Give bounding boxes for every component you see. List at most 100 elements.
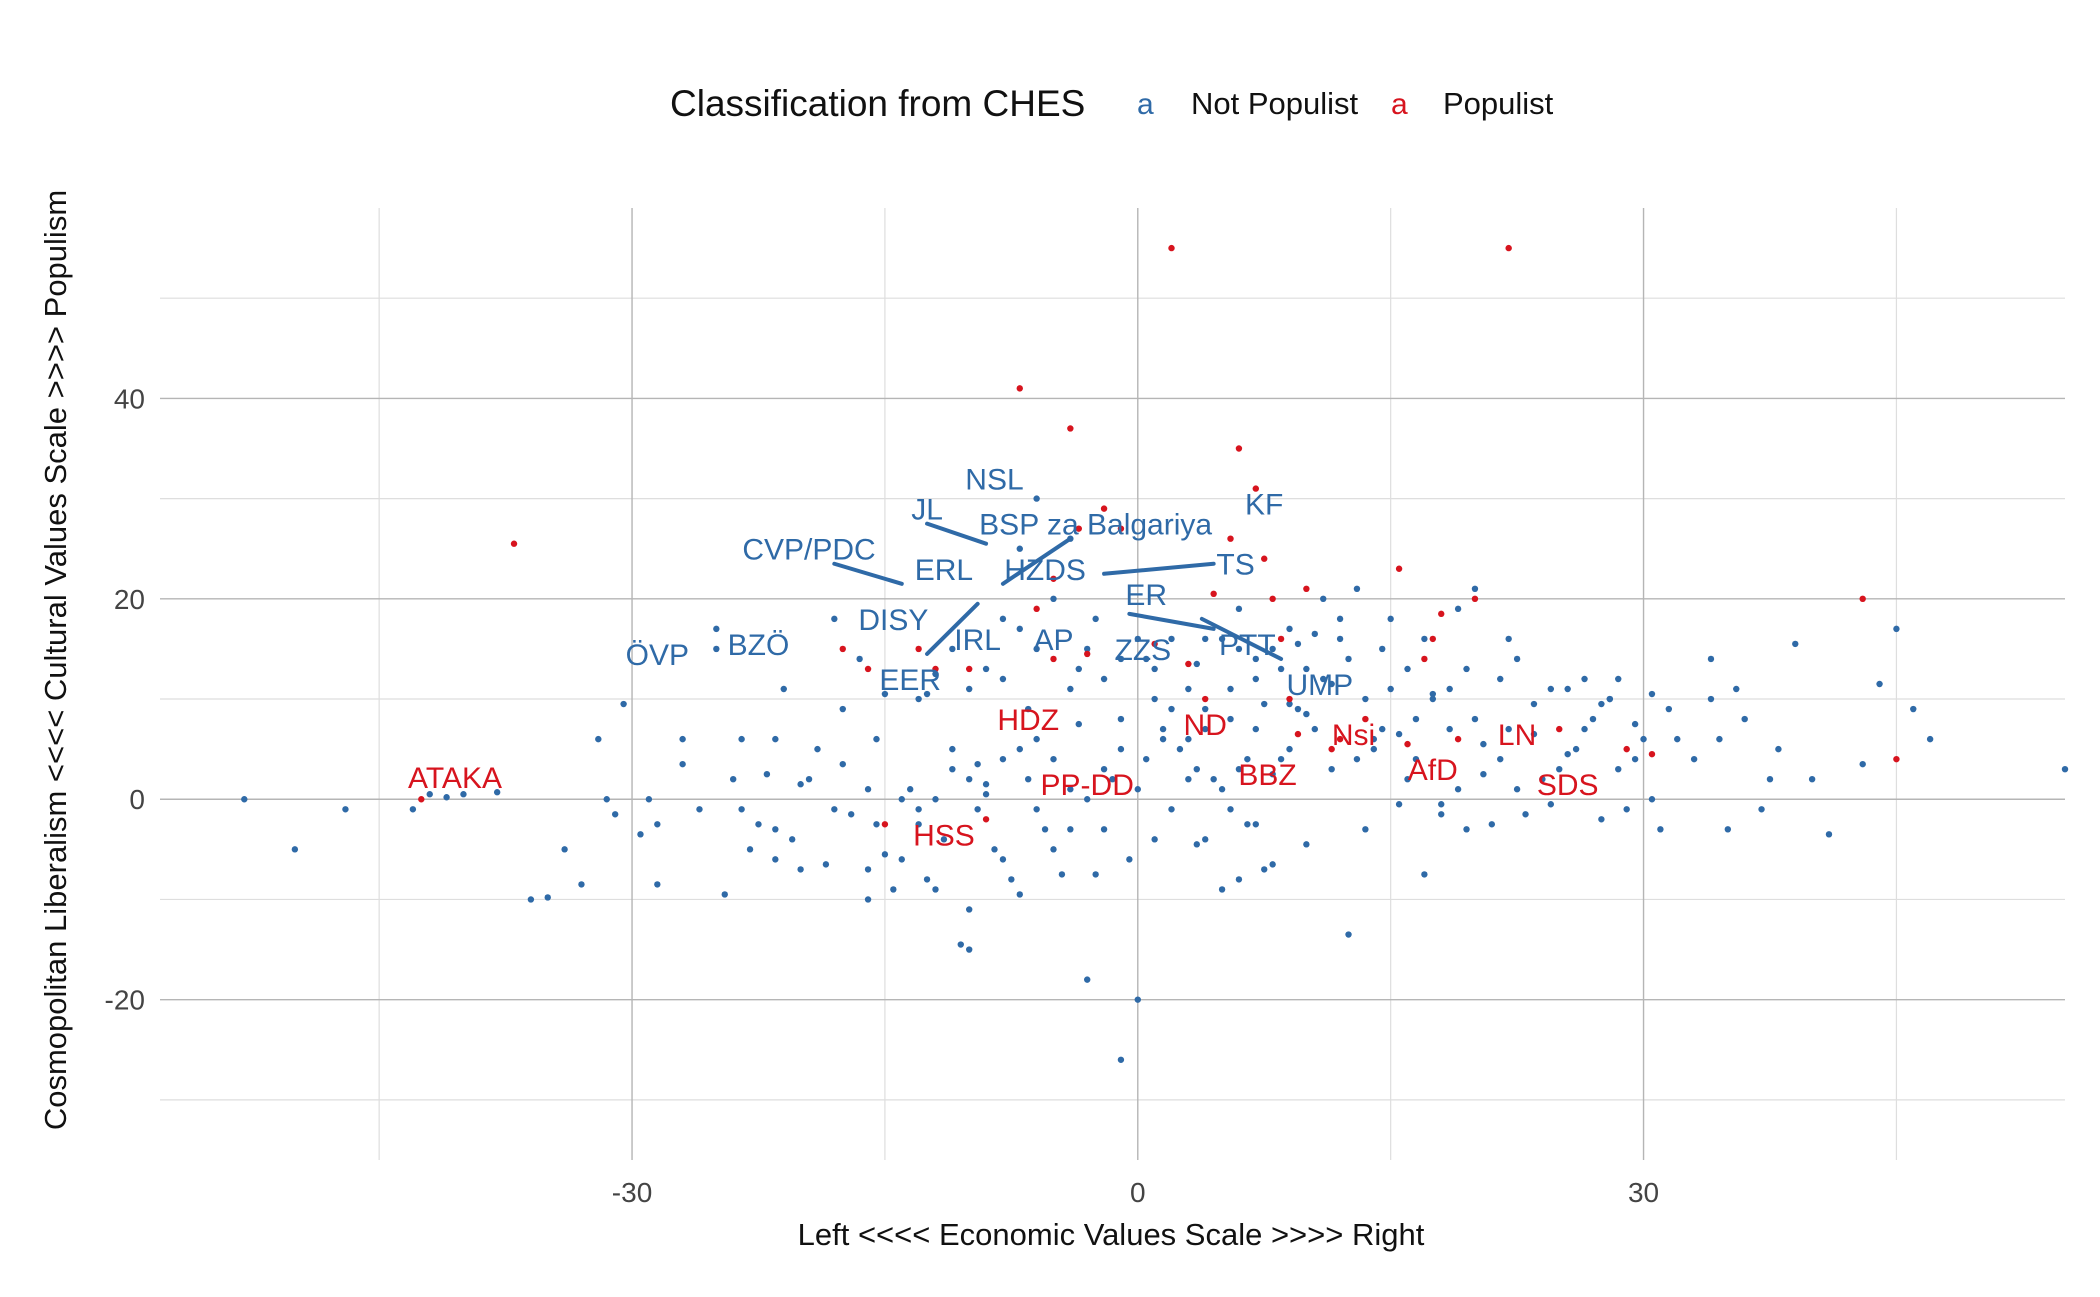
party-label: Nsi <box>1332 719 1375 752</box>
not-populist-point <box>1766 776 1774 783</box>
not-populist-point <box>1581 675 1588 683</box>
party-label: SDS <box>1537 769 1599 802</box>
party-label: BBZ <box>1238 759 1296 792</box>
not-populist-point <box>847 811 855 818</box>
x-tick-label: 30 <box>1628 1177 1659 1208</box>
not-populist-point <box>1286 745 1293 753</box>
not-populist-point <box>949 645 956 653</box>
not-populist-point <box>1202 705 1209 713</box>
not-populist-point <box>1269 645 1276 653</box>
not-populist-point <box>713 645 720 653</box>
y-tick-label: 0 <box>129 784 145 815</box>
not-populist-point <box>1092 871 1099 878</box>
not-populist-point <box>1404 665 1411 673</box>
party-label: IRL <box>954 624 1001 657</box>
not-populist-point <box>1606 695 1614 703</box>
not-populist-point <box>1075 720 1082 728</box>
not-populist-point <box>1050 846 1057 853</box>
not-populist-point <box>1159 725 1167 733</box>
not-populist-point <box>923 690 931 698</box>
not-populist-point <box>1379 725 1386 733</box>
not-populist-point <box>831 806 838 813</box>
populist-point <box>1859 595 1866 603</box>
not-populist-point <box>999 755 1007 763</box>
not-populist-point <box>1252 655 1259 663</box>
not-populist-point <box>1235 765 1243 773</box>
not-populist-point <box>1193 765 1200 773</box>
not-populist-point <box>906 786 914 793</box>
not-populist-point <box>856 655 863 663</box>
not-populist-point <box>1707 695 1715 703</box>
populist-point <box>1075 525 1082 532</box>
party-label: ND <box>1184 709 1227 742</box>
not-populist-point <box>1235 876 1243 883</box>
party-label: PP-DD <box>1041 769 1134 802</box>
not-populist-point <box>1100 826 1108 833</box>
legend-label-populist: Populist <box>1443 86 1554 121</box>
not-populist-point <box>1665 705 1673 713</box>
not-populist-point <box>1235 605 1243 613</box>
not-populist-point <box>864 786 872 793</box>
not-populist-point <box>1657 826 1664 833</box>
not-populist-point <box>1505 635 1512 643</box>
not-populist-point <box>915 695 922 703</box>
not-populist-point <box>999 856 1007 863</box>
not-populist-point <box>1926 735 1934 743</box>
not-populist-point <box>915 806 922 813</box>
not-populist-point <box>1522 811 1529 818</box>
x-axis-ticks: -30 0 30 <box>612 1177 1659 1208</box>
not-populist-point <box>966 946 973 953</box>
not-populist-point <box>898 796 905 803</box>
not-populist-point <box>991 846 998 853</box>
not-populist-point <box>738 735 745 743</box>
not-populist-point <box>1379 645 1386 653</box>
not-populist-point <box>1530 730 1538 738</box>
populist-point <box>881 821 889 828</box>
x-tick-label: 0 <box>1130 1177 1146 1208</box>
not-populist-point <box>645 796 653 803</box>
not-populist-point <box>755 821 762 828</box>
not-populist-point <box>1631 755 1639 763</box>
not-populist-point <box>1151 695 1158 703</box>
y-axis-ticks: -20 0 20 40 <box>105 383 145 1015</box>
party-label: ER <box>1125 579 1167 612</box>
not-populist-point <box>1016 891 1023 898</box>
not-populist-point <box>1025 705 1032 713</box>
not-populist-point <box>1412 755 1420 763</box>
grid <box>160 208 2065 1160</box>
not-populist-point <box>1707 655 1715 663</box>
not-populist-point <box>1193 660 1200 668</box>
y-tick-label: 20 <box>114 584 145 615</box>
not-populist-point <box>1438 811 1445 818</box>
not-populist-point <box>1218 786 1226 793</box>
not-populist-point <box>1050 595 1057 603</box>
populist-point <box>1471 595 1479 603</box>
not-populist-point <box>1016 625 1023 633</box>
not-populist-point <box>772 735 779 743</box>
label-connector <box>925 601 980 656</box>
populist-point <box>1505 244 1512 252</box>
not-populist-point <box>1758 806 1765 813</box>
not-populist-point <box>1429 695 1437 703</box>
not-populist-point <box>637 831 644 838</box>
not-populist-point <box>1480 740 1487 748</box>
not-populist-point <box>1168 635 1175 643</box>
party-label: PTT <box>1219 629 1276 662</box>
not-populist-point <box>1033 735 1040 743</box>
not-populist-point <box>932 796 939 803</box>
populist-point <box>1893 755 1900 763</box>
not-populist-point <box>898 856 905 863</box>
not-populist-point <box>1294 640 1302 648</box>
not-populist-point <box>1168 806 1175 813</box>
not-populist-point <box>1345 931 1352 938</box>
not-populist-point <box>1615 765 1622 773</box>
not-populist-point <box>1041 826 1049 833</box>
not-populist-point <box>1084 645 1091 653</box>
label-connectors <box>832 521 1284 661</box>
populist-point <box>1286 695 1293 703</box>
populist-point <box>1556 725 1563 733</box>
populist-point <box>1185 660 1192 668</box>
not-populist-point <box>746 846 754 853</box>
populist-point <box>1202 695 1209 703</box>
